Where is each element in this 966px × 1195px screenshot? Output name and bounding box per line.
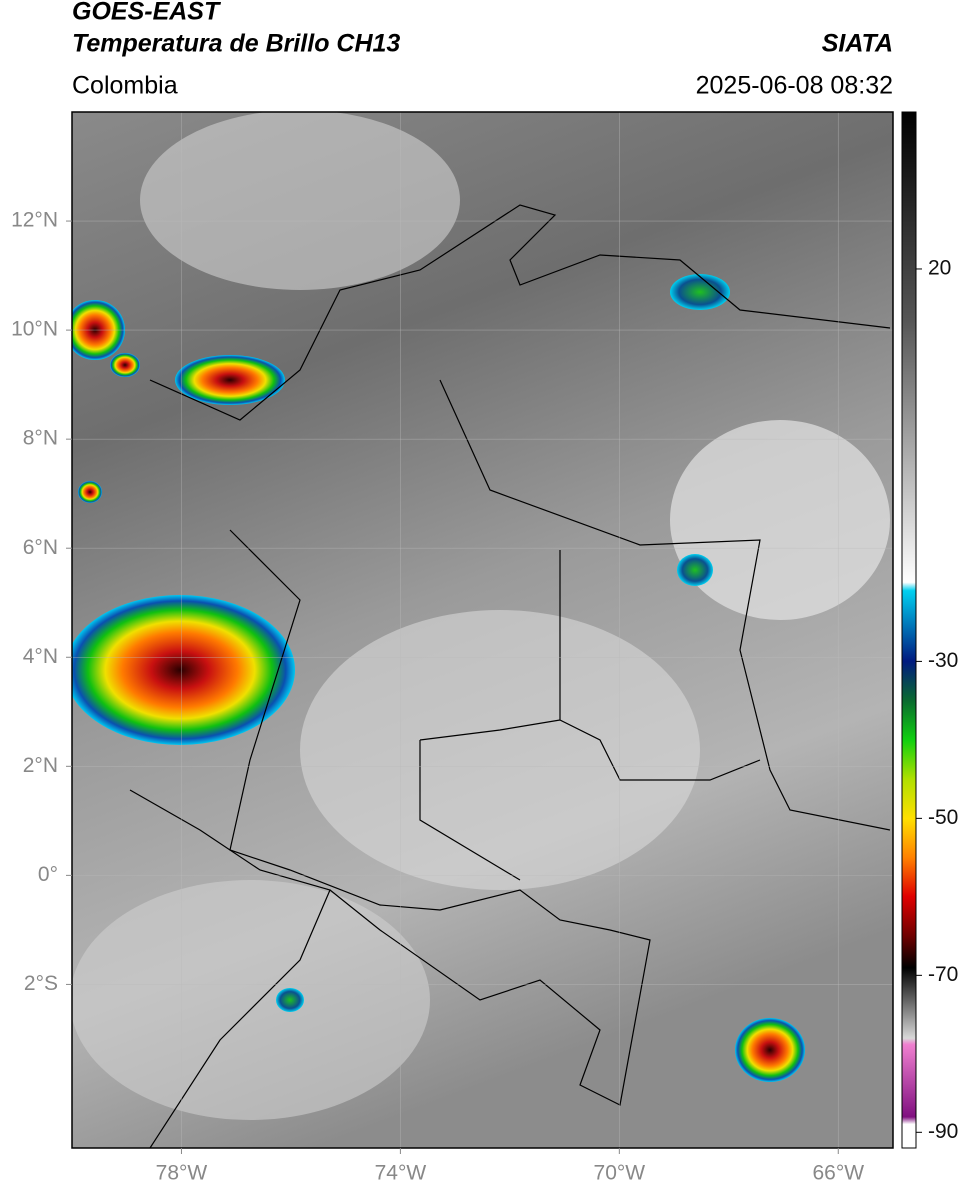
colorbar xyxy=(901,111,917,1149)
y-tick-label: 2°N xyxy=(23,754,58,777)
y-tick-label: 2°S xyxy=(24,972,58,995)
y-tick-label: 8°N xyxy=(23,427,58,450)
x-tick-label: 74°W xyxy=(375,1162,427,1185)
x-tick-label: 66°W xyxy=(812,1162,864,1185)
satellite-image xyxy=(72,112,893,1148)
colorbar-tick-label: -30 xyxy=(928,649,958,672)
x-tick-label: 70°W xyxy=(594,1162,646,1185)
colorbar-tick-label: 20 xyxy=(928,257,951,280)
x-tick-label: 78°W xyxy=(156,1162,208,1185)
region: Colombia xyxy=(72,72,178,100)
colorbar-tick-label: -70 xyxy=(928,963,958,986)
subtitle: Temperatura de Brillo CH13 xyxy=(72,30,400,58)
datetime: 2025-06-08 08:32 xyxy=(696,72,893,100)
colorbar-tick-label: -50 xyxy=(928,806,958,829)
y-tick-label: 4°N xyxy=(23,645,58,668)
title: GOES-EAST xyxy=(72,0,222,26)
source: SIATA xyxy=(822,30,893,58)
map-frame xyxy=(71,111,894,1149)
colorbar-tick-label: -90 xyxy=(928,1120,958,1143)
y-tick-label: 0° xyxy=(38,863,58,886)
y-tick-label: 6°N xyxy=(23,536,58,559)
y-tick-label: 10°N xyxy=(11,318,58,341)
y-tick-label: 12°N xyxy=(11,209,58,232)
